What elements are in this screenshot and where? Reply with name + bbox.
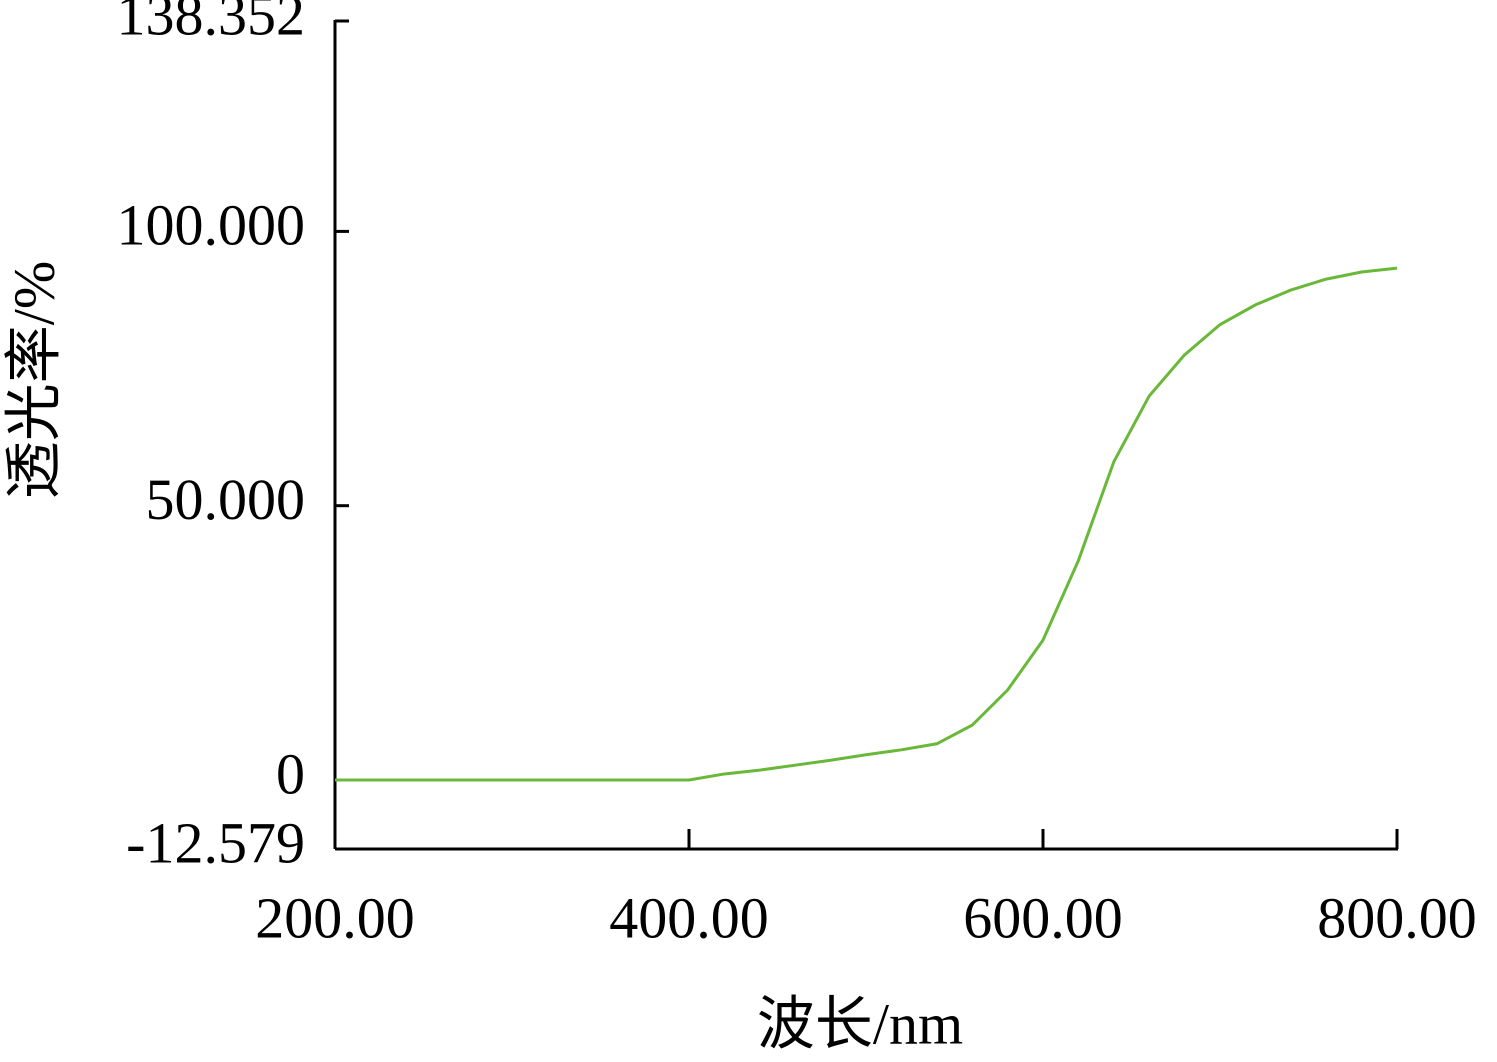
- x-tick-label: 400.00: [609, 885, 769, 950]
- y-tick-label: 50.000: [146, 467, 306, 532]
- y-tick-label: 100.000: [117, 193, 306, 258]
- x-tick-label: 200.00: [255, 885, 415, 950]
- y-axis-label: 透光率/%: [1, 261, 66, 499]
- y-tick-label: 138.352: [117, 0, 306, 47]
- y-tick-label: -12.579: [126, 810, 305, 875]
- x-tick-label: 800.00: [1317, 885, 1477, 950]
- x-axis-label: 波长/nm: [757, 991, 963, 1056]
- data-line: [335, 266, 1398, 782]
- x-tick-label: 600.00: [963, 885, 1123, 950]
- y-tick-label: 0: [276, 741, 305, 806]
